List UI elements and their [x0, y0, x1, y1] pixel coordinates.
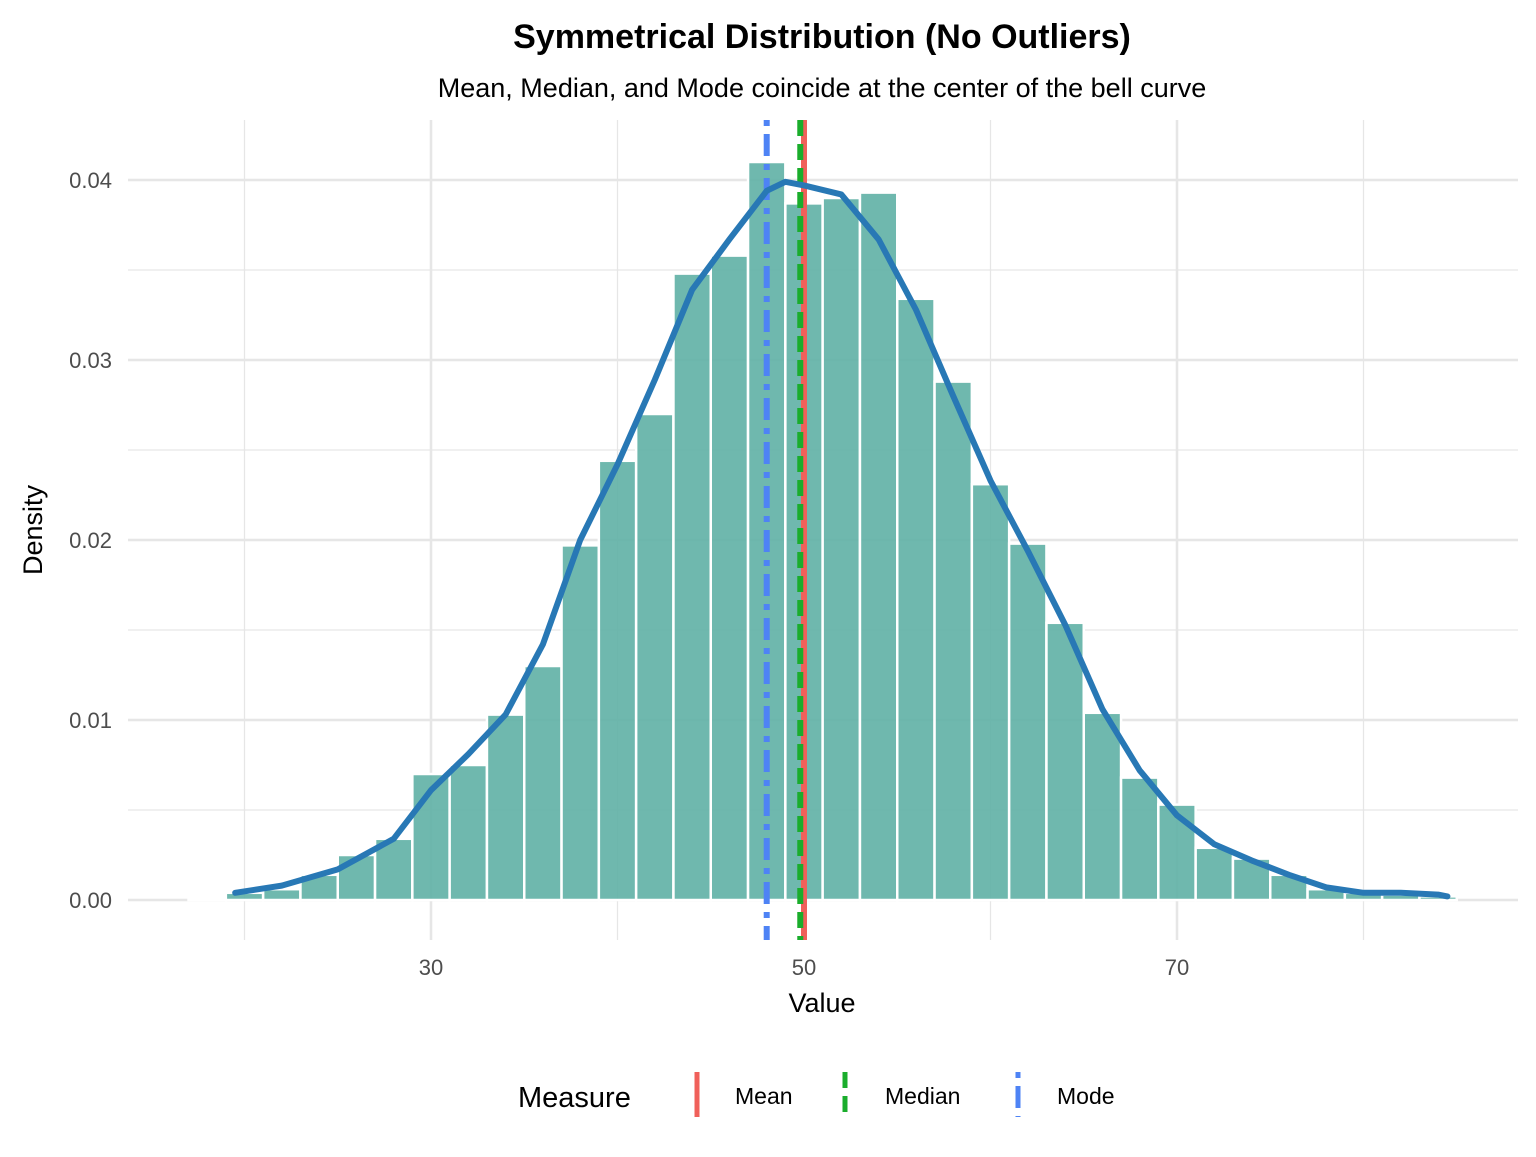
legend-title: Measure [518, 1082, 631, 1114]
legend-label-mode: Mode [1057, 1083, 1115, 1109]
histogram-bar [1194, 846, 1235, 902]
histogram-bar [1045, 621, 1085, 902]
y-tick-label: 0.01 [69, 708, 112, 733]
x-tick-label: 50 [792, 955, 816, 980]
y-axis-label: Density [18, 484, 48, 575]
histogram-bar [933, 380, 974, 902]
histogram-bar [1157, 803, 1197, 902]
x-tick-label: 70 [1165, 955, 1189, 980]
chart-title: Symmetrical Distribution (No Outliers) [513, 18, 1131, 56]
chart-subtitle: Mean, Median, and Mode coincide at the c… [438, 73, 1206, 103]
histogram-bar [896, 297, 936, 902]
histogram-bar [261, 887, 302, 902]
histogram-bar [1119, 776, 1160, 902]
histogram-bar [485, 713, 526, 902]
y-tick-label: 0.02 [69, 528, 112, 553]
x-tick-label: 30 [419, 955, 443, 980]
histogram-bar [187, 896, 228, 902]
histogram-bar [597, 459, 638, 902]
y-tick-label: 0.03 [69, 348, 112, 373]
legend: Measure Mean Median Mode [518, 1072, 1115, 1117]
histogram-bar [560, 544, 601, 902]
y-tick-label: 0.00 [69, 888, 112, 913]
histogram-bar [858, 191, 899, 902]
histogram-bar [970, 482, 1011, 902]
x-axis-label: Value [788, 988, 855, 1018]
histogram-bar [709, 254, 750, 902]
histogram-bar [634, 412, 675, 902]
histogram-bar [821, 196, 862, 902]
histogram-bar [448, 763, 489, 902]
histogram-bar [1007, 542, 1048, 902]
legend-label-median: Median [885, 1083, 960, 1109]
histogram-bar [1082, 711, 1123, 902]
histogram-bar [411, 772, 451, 902]
legend-label-mean: Mean [735, 1083, 793, 1109]
histogram-bar [672, 272, 713, 902]
y-tick-label: 0.04 [69, 168, 112, 193]
density-curve [232, 178, 1451, 900]
histogram-bar [523, 664, 563, 902]
